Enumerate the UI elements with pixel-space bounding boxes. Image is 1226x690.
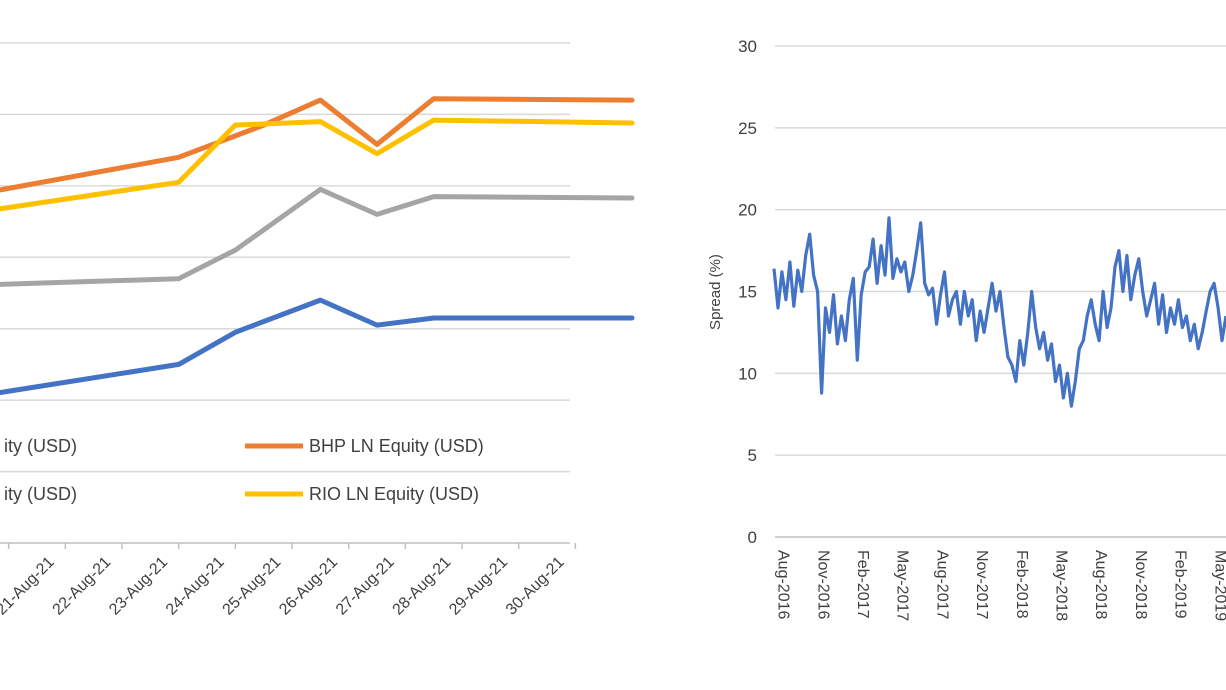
- right-x-tick-label: Feb-2019: [1172, 550, 1189, 619]
- left-x-tick-label: 27-Aug-21: [333, 554, 398, 619]
- right-x-tick-label: Nov-2016: [814, 550, 831, 619]
- right-x-tick-label: Nov-2017: [973, 550, 990, 619]
- right-y-tick-label: 25: [738, 119, 757, 138]
- left-x-tick-label: 26-Aug-21: [276, 554, 341, 619]
- left-legend: ity (USD) BHP LN Equity (USD) ity (USD) RIO…: [4, 436, 484, 504]
- left-series-line: [0, 117, 635, 212]
- right-gridlines: [775, 45, 1226, 538]
- left-x-tick-label: 28-Aug-21: [390, 554, 455, 619]
- right-x-tick-label: Feb-2017: [854, 550, 871, 619]
- legend-label: ity (USD): [4, 436, 77, 456]
- legend-label: BHP LN Equity (USD): [309, 436, 484, 456]
- left-x-axis: 21-Aug-2122-Aug-2123-Aug-2124-Aug-2125-A…: [0, 542, 577, 619]
- left-series-line: [0, 297, 635, 396]
- right-y-tick-label: 5: [748, 446, 757, 465]
- legend-label: RIO LN Equity (USD): [309, 484, 479, 504]
- left-series-line: [0, 96, 635, 193]
- right-x-tick-label: Aug-2016: [775, 550, 792, 619]
- right-x-tick-label: Feb-2018: [1013, 550, 1030, 619]
- right-spread-chart: 0 5 10 15 20 25 30 Aug-2016 Nov-2016 Feb-2017 May…: [707, 37, 1226, 621]
- right-x-tick-label: Aug-2017: [933, 550, 950, 619]
- right-y-tick-label: 10: [738, 364, 757, 383]
- left-series-lines: [0, 96, 635, 396]
- right-x-tick-label: Nov-2018: [1132, 550, 1149, 619]
- right-x-tick-labels: Aug-2016 Nov-2016 Feb-2017 May-2017 Aug-2017…: [775, 550, 1226, 621]
- left-x-tick-label: 30-Aug-21: [503, 554, 568, 619]
- left-x-tick-label: 29-Aug-21: [446, 554, 511, 619]
- left-equity-chart: ity (USD) BHP LN Equity (USD) ity (USD) RIO…: [0, 42, 635, 619]
- right-y-tick-label: 15: [738, 283, 757, 302]
- left-gridlines: [0, 42, 570, 473]
- right-y-axis-label: Spread (%): [707, 254, 724, 330]
- left-x-tick-label: 23-Aug-21: [106, 554, 171, 619]
- right-x-tick-label: May-2019: [1211, 550, 1226, 621]
- right-x-tick-label: Aug-2018: [1092, 550, 1109, 619]
- left-x-tick-label: 24-Aug-21: [163, 554, 228, 619]
- left-x-tick-label: 21-Aug-21: [0, 554, 58, 619]
- right-y-tick-label: 30: [738, 37, 757, 56]
- right-y-tick-labels: 0 5 10 15 20 25 30: [738, 37, 757, 547]
- legend-label: ity (USD): [4, 484, 77, 504]
- right-y-tick-label: 20: [738, 201, 757, 220]
- left-x-tick-label: 22-Aug-21: [50, 554, 115, 619]
- right-series-lines: [772, 216, 1226, 408]
- right-y-tick-label: 0: [748, 528, 757, 547]
- left-series-line: [0, 186, 635, 287]
- right-x-tick-label: May-2018: [1053, 550, 1070, 621]
- left-x-tick-label: 25-Aug-21: [220, 554, 285, 619]
- spread-series-line: [772, 216, 1226, 408]
- right-x-tick-label: May-2017: [894, 550, 911, 621]
